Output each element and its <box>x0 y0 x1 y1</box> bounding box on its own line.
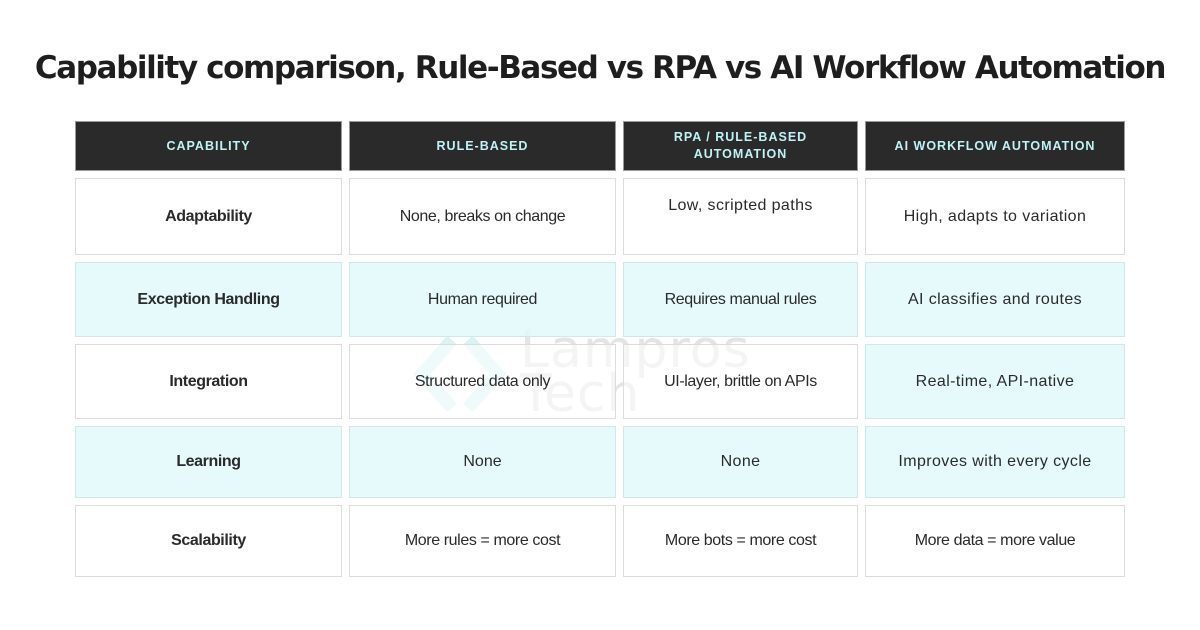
column-header-rpa-label: RPA / RULE-BASED AUTOMATION <box>673 130 808 161</box>
row-learning-capability: Learning <box>75 426 342 498</box>
column-header-rule-based: RULE-BASED <box>349 121 616 171</box>
row-integration-capability: Integration <box>75 344 342 419</box>
column-header-ai: AI WORKFLOW AUTOMATION <box>865 121 1125 171</box>
comparison-table: CAPABILITY RULE-BASED RPA / RULE-BASED A… <box>75 121 1125 577</box>
column-header-capability: CAPABILITY <box>75 121 342 171</box>
row-integration-rule-based: Structured data only <box>349 344 616 419</box>
row-exception-handling-rpa: Requires manual rules <box>623 262 858 337</box>
row-adaptability-capability: Adaptability <box>75 178 342 255</box>
row-learning-rule-based: None <box>349 426 616 498</box>
row-exception-handling-ai: AI classifies and routes <box>865 262 1125 337</box>
row-scalability-rpa: More bots = more cost <box>623 505 858 577</box>
column-header-rpa: RPA / RULE-BASED AUTOMATION <box>623 121 858 171</box>
row-exception-handling-capability: Exception Handling <box>75 262 342 337</box>
row-exception-handling-rule-based: Human required <box>349 262 616 337</box>
page-title: Capability comparison, Rule-Based vs RPA… <box>34 50 1167 86</box>
row-adaptability-rule-based: None, breaks on change <box>349 178 616 255</box>
row-adaptability-rpa: Low, scripted paths <box>623 178 858 255</box>
row-scalability-ai: More data = more value <box>865 505 1125 577</box>
row-learning-ai: Improves with every cycle <box>865 426 1125 498</box>
row-integration-rpa: UI-layer, brittle on APIs <box>623 344 858 419</box>
row-scalability-rule-based: More rules = more cost <box>349 505 616 577</box>
row-scalability-capability: Scalability <box>75 505 342 577</box>
row-learning-rpa: None <box>623 426 858 498</box>
row-adaptability-ai: High, adapts to variation <box>865 178 1125 255</box>
row-integration-ai: Real-time, API-native <box>865 344 1125 419</box>
